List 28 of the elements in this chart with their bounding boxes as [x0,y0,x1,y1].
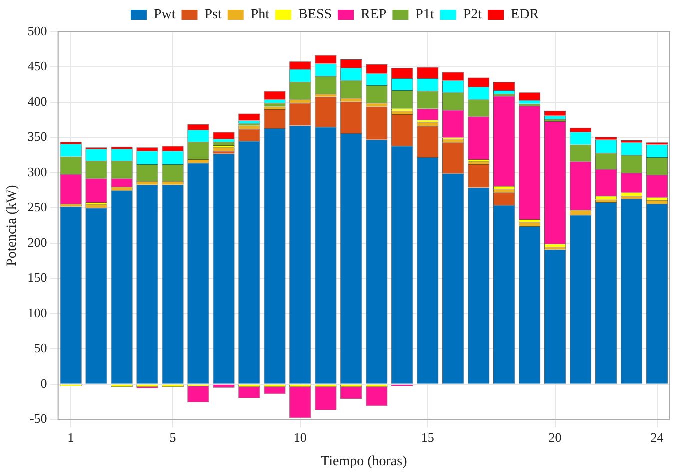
legend-label: Pht [250,8,270,23]
y-tick-label: 450 [28,58,48,74]
legend-label: Pwt [154,8,176,23]
legend-label: P1t [416,8,434,23]
y-tick-label: 300 [28,164,48,180]
y-tick-label: 0 [40,376,48,391]
legend-label: EDR [511,8,540,23]
x-tick-label: 24 [650,430,664,445]
x-tick-label: 5 [170,430,176,445]
y-tick-label: 250 [28,200,48,215]
legend-label: BESS [298,8,332,23]
legend-label: Pst [204,8,222,23]
x-tick-label: 20 [548,430,562,445]
y-tick-label: 500 [28,23,48,38]
y-tick-label: 400 [28,94,48,109]
x-tick-label: 10 [294,430,307,445]
y-tick-label: 100 [28,305,48,320]
x-tick-label: 1 [68,430,74,445]
legend-label: P2t [463,8,482,23]
y-tick-label: 350 [28,129,48,144]
y-tick-label: 50 [34,340,48,356]
x-axis-title: Tiempo (horas) [321,454,408,470]
x-tick-label: 15 [421,430,434,445]
y-tick-label: 150 [28,270,48,286]
legend-label: REP [361,8,387,23]
y-tick-label: -50 [30,411,48,426]
y-tick-label: 200 [28,234,48,250]
y-axis-title: Potencia (kW) [5,184,20,266]
